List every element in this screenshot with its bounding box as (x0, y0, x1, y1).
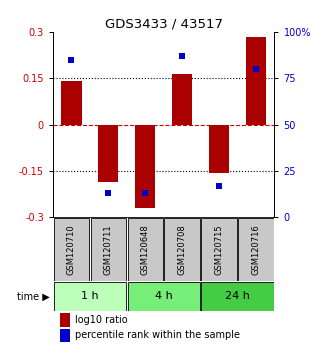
Text: GSM120710: GSM120710 (67, 224, 76, 275)
Text: 1 h: 1 h (81, 291, 99, 301)
Bar (172, 74, 192, 125)
Text: log10 ratio: log10 ratio (75, 315, 128, 325)
FancyBboxPatch shape (127, 282, 200, 311)
Bar (60, 329, 70, 342)
Text: time ▶: time ▶ (17, 291, 50, 301)
Bar (209, 125, 229, 173)
Text: GSM120715: GSM120715 (214, 224, 224, 275)
Bar (60, 313, 70, 327)
Text: GSM120711: GSM120711 (104, 224, 113, 275)
Text: percentile rank within the sample: percentile rank within the sample (75, 330, 240, 341)
Bar (98, 125, 118, 182)
FancyBboxPatch shape (164, 218, 200, 281)
Text: GSM120716: GSM120716 (251, 224, 261, 275)
Text: GSM120648: GSM120648 (141, 224, 150, 275)
FancyBboxPatch shape (54, 218, 89, 281)
Bar (61, 81, 82, 125)
FancyBboxPatch shape (91, 218, 126, 281)
Title: GDS3433 / 43517: GDS3433 / 43517 (105, 18, 223, 31)
Bar (246, 36, 266, 125)
FancyBboxPatch shape (54, 282, 126, 311)
Bar (135, 125, 155, 208)
FancyBboxPatch shape (238, 218, 274, 281)
FancyBboxPatch shape (201, 282, 274, 311)
Text: GSM120708: GSM120708 (178, 224, 187, 275)
Text: 4 h: 4 h (155, 291, 173, 301)
FancyBboxPatch shape (201, 218, 237, 281)
FancyBboxPatch shape (127, 218, 163, 281)
Text: 24 h: 24 h (225, 291, 250, 301)
